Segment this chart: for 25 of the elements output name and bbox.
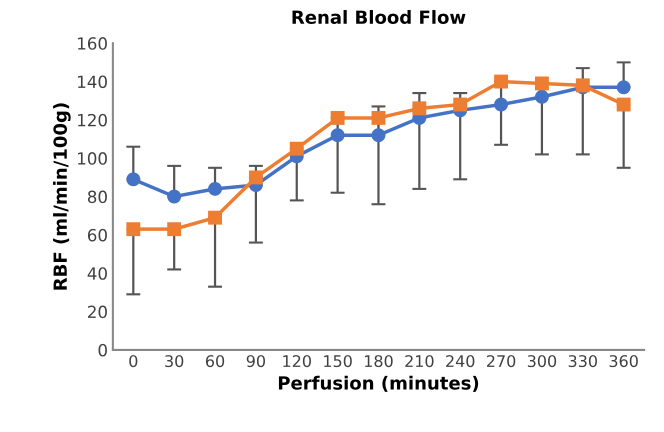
x-tick-label: 30 — [165, 355, 184, 368]
x-tick-label: 90 — [246, 355, 265, 368]
x-axis-title: Perfusion (minutes) — [278, 376, 478, 392]
x-tick-label: 300 — [528, 355, 556, 368]
x-tick-label: 270 — [486, 355, 516, 368]
chart-title: Renal Blood Flow — [292, 10, 466, 24]
y-tick-label: 20 — [88, 306, 107, 318]
y-tick-label: 0 — [98, 344, 107, 356]
x-tick-label: 120 — [283, 355, 311, 368]
x-tick-label: 180 — [364, 355, 393, 368]
x-tick-label: 210 — [405, 355, 434, 368]
y-tick-label: 80 — [88, 190, 107, 204]
x-tick-label: 150 — [324, 355, 352, 368]
y-tick-label: 120 — [78, 114, 107, 126]
y-tick-label: 60 — [88, 228, 107, 242]
x-tick-label: 0 — [129, 355, 138, 368]
y-tick-label: 140 — [78, 76, 107, 88]
y-axis-title: RBF (ml/min/100g) — [53, 103, 71, 290]
y-tick-label: 160 — [78, 37, 107, 50]
x-tick-label: 330 — [568, 355, 597, 368]
x-tick-label: 360 — [610, 355, 638, 368]
x-tick-label: 240 — [446, 355, 474, 368]
y-tick-label: 40 — [88, 267, 107, 280]
x-tick-label: 60 — [206, 355, 224, 368]
y-tick-label: 100 — [78, 152, 107, 165]
